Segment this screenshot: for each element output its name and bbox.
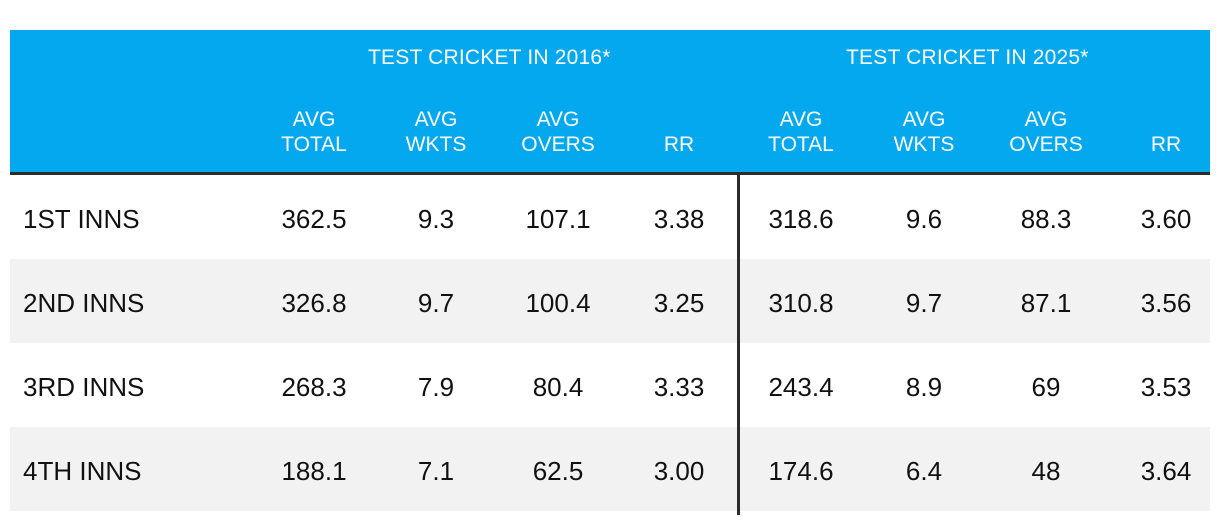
cell-avg-wkts-2016: 7.9 [417, 372, 455, 402]
cell-avg-wkts-2016: 9.3 [417, 204, 455, 234]
cell-avg-wkts-2016: 9.7 [417, 288, 455, 318]
column-header-rr-2025: RR [1150, 133, 1182, 156]
column-header-avg-overs-2025: AVG OVERS [1009, 108, 1083, 156]
cell-avg-total-2025: 174.6 [768, 456, 834, 486]
table-row: 4TH INNS 188.1 7.1 62.5 3.00 174.6 6.4 4… [10, 427, 1210, 511]
cell-rr-2016: 3.38 [653, 204, 705, 234]
cell-rr-2016: 3.25 [653, 288, 705, 318]
table-body: 1ST INNS 362.5 9.3 107.1 3.38 318.6 9.6 … [10, 175, 1210, 515]
row-label: 1ST INNS [23, 204, 140, 234]
cell-avg-wkts-2025: 9.6 [905, 204, 943, 234]
table-header: TEST CRICKET IN 2016* TEST CRICKET IN 20… [10, 30, 1210, 175]
row-label: 4TH INNS [23, 456, 142, 486]
cell-avg-wkts-2016: 7.1 [417, 456, 455, 486]
column-header-avg-wkts-2016: AVG WKTS [405, 108, 467, 156]
cell-avg-overs-2016: 80.4 [532, 372, 584, 402]
cell-avg-overs-2025: 48 [1031, 456, 1061, 486]
row-label: 2ND INNS [23, 288, 145, 318]
cell-avg-total-2016: 362.5 [281, 204, 347, 234]
group-title-2016: TEST CRICKET IN 2016* [368, 46, 611, 69]
column-header-rr-2016: RR [663, 133, 695, 156]
cell-rr-2025: 3.53 [1140, 372, 1192, 402]
column-header-avg-wkts-2025: AVG WKTS [893, 108, 955, 156]
cell-avg-overs-2025: 69 [1031, 372, 1061, 402]
cell-rr-2025: 3.60 [1140, 204, 1192, 234]
table-row: 1ST INNS 362.5 9.3 107.1 3.38 318.6 9.6 … [10, 175, 1210, 259]
stats-table: TEST CRICKET IN 2016* TEST CRICKET IN 20… [10, 30, 1210, 515]
table-row: 3RD INNS 268.3 7.9 80.4 3.33 243.4 8.9 6… [10, 343, 1210, 427]
cell-avg-total-2016: 188.1 [281, 456, 347, 486]
cell-avg-overs-2016: 100.4 [525, 288, 591, 318]
cell-avg-total-2016: 326.8 [281, 288, 347, 318]
year-divider [737, 175, 740, 515]
cell-rr-2016: 3.33 [653, 372, 705, 402]
cell-avg-total-2025: 310.8 [768, 288, 834, 318]
cell-avg-overs-2025: 88.3 [1020, 204, 1072, 234]
column-header-avg-total-2016: AVG TOTAL [281, 108, 347, 156]
cell-rr-2025: 3.56 [1140, 288, 1192, 318]
row-label: 3RD INNS [23, 372, 145, 402]
cell-avg-overs-2016: 107.1 [525, 204, 591, 234]
cell-avg-overs-2016: 62.5 [532, 456, 584, 486]
cell-avg-total-2016: 268.3 [281, 372, 347, 402]
cell-avg-wkts-2025: 6.4 [905, 456, 943, 486]
cell-rr-2016: 3.00 [653, 456, 705, 486]
table-row: 2ND INNS 326.8 9.7 100.4 3.25 310.8 9.7 … [10, 259, 1210, 343]
column-header-avg-overs-2016: AVG OVERS [521, 108, 595, 156]
cell-avg-total-2025: 318.6 [768, 204, 834, 234]
cell-avg-total-2025: 243.4 [768, 372, 834, 402]
group-title-2025: TEST CRICKET IN 2025* [846, 46, 1089, 69]
cell-avg-wkts-2025: 9.7 [905, 288, 943, 318]
column-header-avg-total-2025: AVG TOTAL [768, 108, 834, 156]
cell-rr-2025: 3.64 [1140, 456, 1192, 486]
cell-avg-wkts-2025: 8.9 [905, 372, 943, 402]
cell-avg-overs-2025: 87.1 [1020, 288, 1072, 318]
